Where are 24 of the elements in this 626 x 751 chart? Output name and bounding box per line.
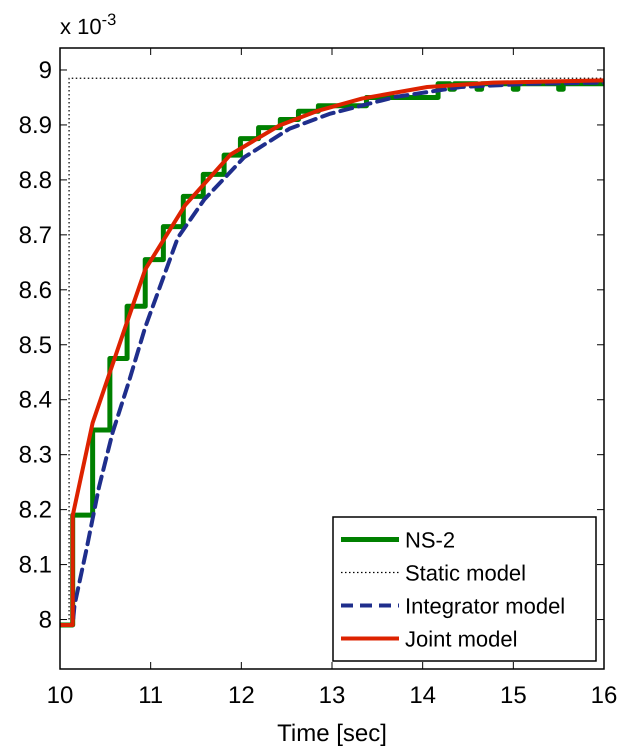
x-tick-label: 15 xyxy=(500,682,527,709)
y-tick-label: 8.9 xyxy=(18,112,52,139)
text: x 10$^{-3}$ xyxy=(60,11,116,39)
y-tick-label: 8.8 xyxy=(18,166,52,194)
x-tick-label: 13 xyxy=(318,682,346,709)
x-tick-label: 16 xyxy=(590,682,618,709)
y-tick-label: 9 xyxy=(38,56,52,84)
y-tick-label: 8.3 xyxy=(18,442,52,469)
legend-label: Joint model xyxy=(405,626,518,652)
y-tick-label: 8.4 xyxy=(18,386,52,414)
y-tick-label: 8.6 xyxy=(18,276,52,304)
legend-label: Static model xyxy=(405,560,526,586)
legend-label: Integrator model xyxy=(405,594,566,618)
y-tick-label: 8.2 xyxy=(18,496,52,524)
legend-label: NS-2 xyxy=(405,528,456,552)
y-tick-label: 8 xyxy=(38,606,52,634)
x-tick-label: 11 xyxy=(138,682,164,709)
y-tick-label: 8.5 xyxy=(18,332,52,359)
y-tick-label: 8.7 xyxy=(18,222,52,249)
x-tick-label: 12 xyxy=(228,682,255,709)
x-tick-label: 10 xyxy=(46,682,74,709)
y-tick-label: 8.1 xyxy=(18,552,52,579)
x-tick-label: 14 xyxy=(409,682,436,709)
x-axis-title: Time [sec] xyxy=(277,720,387,747)
